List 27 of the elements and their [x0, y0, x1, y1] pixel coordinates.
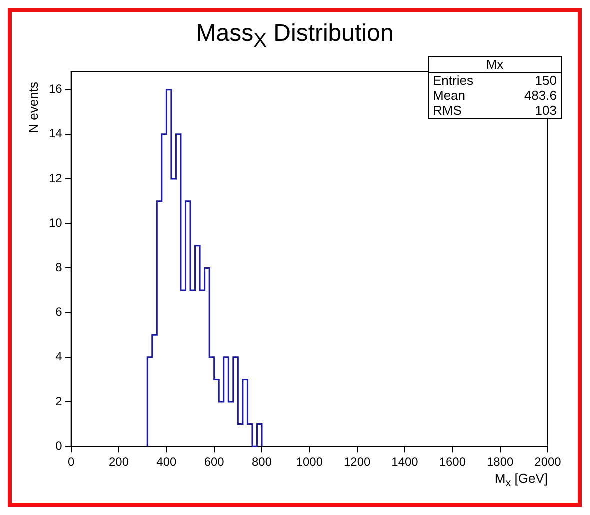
x-tick-label: 1600 — [439, 455, 466, 470]
x-tick-label: 1000 — [296, 455, 324, 470]
y-tick-label: 6 — [56, 305, 63, 320]
x-tick-label: 0 — [68, 455, 76, 470]
x-tick-label: 600 — [204, 455, 225, 470]
y-tick-label: 0 — [56, 438, 63, 453]
y-tick-label: 12 — [48, 171, 63, 186]
y-tick-label: 10 — [48, 216, 63, 230]
x-tick-label: 2000 — [534, 455, 562, 470]
x-tick-label: 1800 — [486, 455, 514, 470]
y-tick-label: 2 — [56, 394, 63, 408]
x-tick-label: 1400 — [392, 455, 419, 470]
chart-title: Mass$_{X}$ Distribution — [195, 20, 395, 53]
y-axis-title: N events — [26, 82, 41, 134]
x-axis-title: M$_{x}$ [GeV] — [494, 470, 548, 490]
y-tick-label: 8 — [56, 260, 63, 275]
text: Mx — [429, 57, 561, 73]
x-tick-label: 1200 — [344, 455, 372, 470]
text: RMS 103 — [433, 103, 557, 118]
x-tick-label: 200 — [108, 455, 130, 470]
y-tick-label: 16 — [48, 82, 63, 96]
text: Entries 150 — [433, 73, 557, 88]
y-tick-label: 14 — [48, 126, 63, 141]
text: Mean 483.6 — [433, 88, 557, 103]
y-tick-label: 4 — [56, 350, 63, 364]
x-tick-label: 400 — [156, 455, 178, 470]
x-tick-label: 800 — [252, 455, 272, 470]
